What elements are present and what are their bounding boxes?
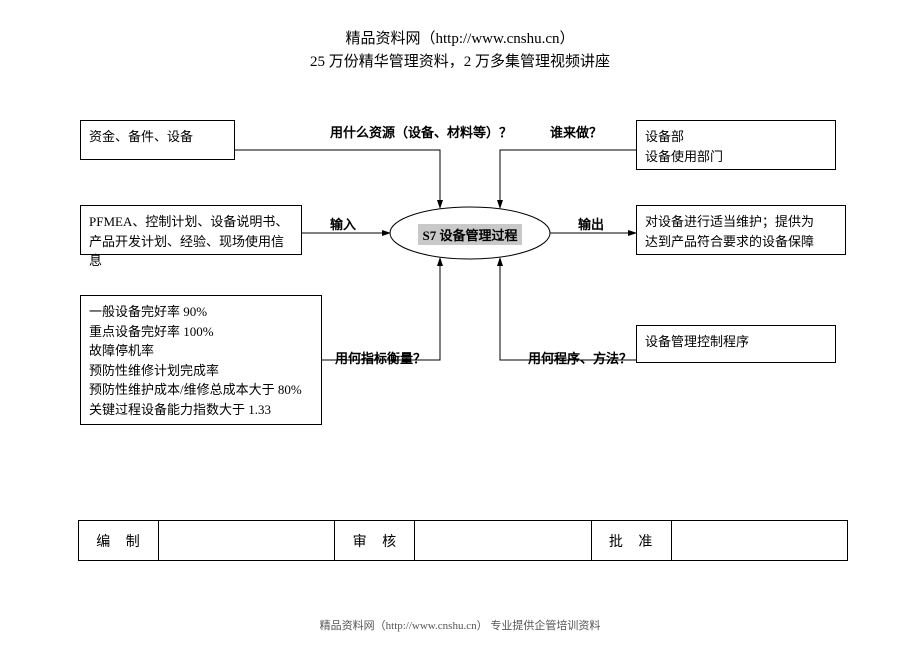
- page-footer: 精品资料网（http://www.cnshu.cn） 专业提供企管培训资料: [0, 617, 920, 633]
- box-measure-l6: 关键过程设备能力指数大于 1.33: [89, 400, 313, 420]
- box-input-l1: PFMEA、控制计划、设备说明书、: [89, 212, 293, 232]
- box-resources: 资金、备件、设备: [80, 120, 235, 160]
- box-output-l2: 达到产品符合要求的设备保障: [645, 232, 837, 252]
- box-measure-l5: 预防性维护成本/维修总成本大于 80%: [89, 380, 313, 400]
- signoff-table: 编 制 审 核 批 准: [78, 520, 848, 561]
- box-who-l1: 设备部: [645, 127, 827, 147]
- box-measure-l4: 预防性维修计划完成率: [89, 361, 313, 381]
- cell-approve-value: [671, 521, 847, 561]
- cell-compile-value: [159, 521, 335, 561]
- center-node: S7 设备管理过程: [418, 224, 522, 245]
- box-measure: 一般设备完好率 90% 重点设备完好率 100% 故障停机率 预防性维修计划完成…: [80, 295, 322, 425]
- box-who: 设备部 设备使用部门: [636, 120, 836, 170]
- box-measure-l1: 一般设备完好率 90%: [89, 302, 313, 322]
- cell-approve-label: 批 准: [591, 521, 671, 561]
- box-who-l2: 设备使用部门: [645, 147, 827, 167]
- box-resources-text: 资金、备件、设备: [89, 129, 193, 144]
- label-method: 用何程序、方法？: [528, 348, 632, 367]
- label-measure: 用何指标衡量？: [335, 348, 426, 367]
- box-method-text: 设备管理控制程序: [645, 334, 749, 349]
- label-who: 谁来做？: [550, 122, 602, 141]
- box-input-l2: 产品开发计划、经验、现场使用信息: [89, 232, 293, 271]
- header-line-1: 精品资料网（http://www.cnshu.cn）: [0, 28, 920, 51]
- page-header: 精品资料网（http://www.cnshu.cn） 25 万份精华管理资料，2…: [0, 0, 920, 73]
- header-line-2: 25 万份精华管理资料，2 万多集管理视频讲座: [0, 51, 920, 74]
- box-measure-l3: 故障停机率: [89, 341, 313, 361]
- box-input: PFMEA、控制计划、设备说明书、 产品开发计划、经验、现场使用信息: [80, 205, 302, 255]
- cell-review-label: 审 核: [335, 521, 415, 561]
- turtle-diagram: S7 设备管理过程 用什么资源（设备、材料等）？ 谁来做？ 输入 输出 用何指标…: [0, 100, 920, 520]
- label-output: 输出: [578, 214, 604, 233]
- box-output: 对设备进行适当维护；提供为 达到产品符合要求的设备保障: [636, 205, 846, 255]
- label-resources: 用什么资源（设备、材料等）？: [330, 122, 512, 141]
- table-row: 编 制 审 核 批 准: [79, 521, 848, 561]
- cell-compile-label: 编 制: [79, 521, 159, 561]
- box-method: 设备管理控制程序: [636, 325, 836, 363]
- box-measure-l2: 重点设备完好率 100%: [89, 322, 313, 342]
- label-input: 输入: [330, 214, 356, 233]
- box-output-l1: 对设备进行适当维护；提供为: [645, 212, 837, 232]
- cell-review-value: [415, 521, 591, 561]
